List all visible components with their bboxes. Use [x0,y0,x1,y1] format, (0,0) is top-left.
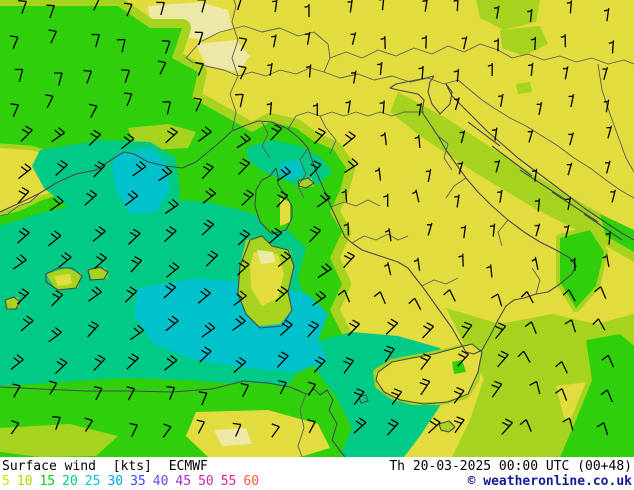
scale-value: 40 [152,474,169,489]
wind-barbs [9,0,616,438]
wind-speed-fill-regions [0,0,634,457]
scale-value: 55 [220,474,237,489]
product-name: Surface wind [2,459,96,474]
scale-value: 25 [84,474,101,489]
copyright: © weatheronline.co.uk [467,474,632,489]
scale-value: 30 [107,474,124,489]
scale-value: 45 [175,474,192,489]
scale-value: 15 [39,474,56,489]
wind-speed-scale: 5 10 15 20 25 30 35 40 45 50 55 60 [2,474,266,489]
scale-value: 35 [130,474,146,489]
valid-datetime: Th 20-03-2025 00:00 UTC (00+48) [389,459,632,474]
product-units: [kts] [112,459,152,474]
wind-map [0,0,634,457]
footer-row-2: 5 10 15 20 25 30 35 40 45 50 55 60 © weatheronline.… [0,474,634,489]
model-name: ECMWF [168,459,208,474]
wind-map-canvas [0,0,634,457]
scale-value: 5 [2,474,10,489]
scale-value: 50 [198,474,214,489]
map-footer: Surface wind [kts] ECMWF Th 20-03-2025 0… [0,457,634,490]
product-title: Surface wind [kts] ECMWF [2,459,208,474]
scale-value: 20 [62,474,78,489]
scale-value: 60 [243,474,260,489]
footer-row-1: Surface wind [kts] ECMWF Th 20-03-2025 0… [0,459,634,474]
scale-value: 10 [16,474,33,489]
country-region-borders [0,0,634,457]
